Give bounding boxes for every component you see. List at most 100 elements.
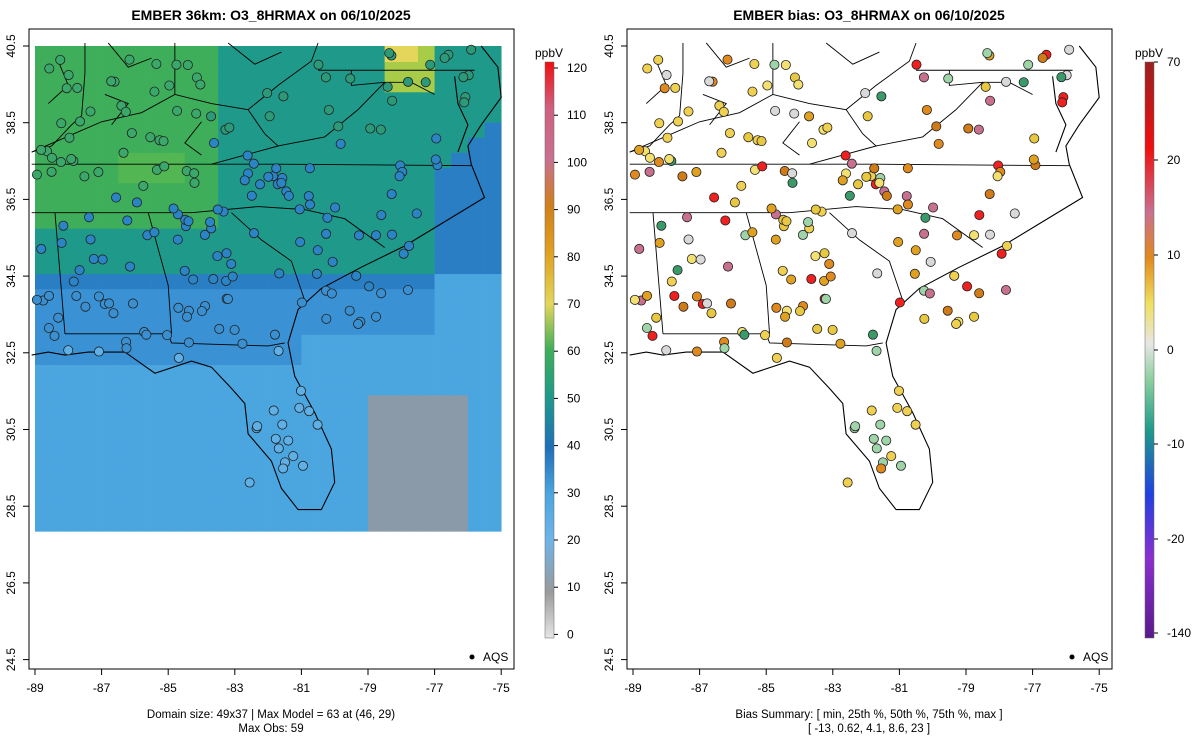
model-grid-cell: [184, 515, 202, 532]
model-grid-cell: [101, 455, 119, 472]
bias-site: [766, 203, 777, 214]
model-grid-cell: [467, 470, 485, 487]
y-tick-label: 26.5: [602, 571, 616, 595]
model-grid-cell: [234, 409, 252, 426]
observation-site: [74, 265, 85, 276]
model-grid-cell: [234, 303, 252, 320]
bias-site: [682, 212, 693, 223]
model-grid-cell: [417, 409, 435, 426]
bias-site: [985, 229, 996, 240]
bias-site: [691, 346, 702, 357]
model-grid-cell: [134, 455, 152, 472]
model-concentration-grid: [35, 46, 502, 532]
observation-site: [44, 290, 55, 301]
model-grid-cell: [68, 212, 86, 229]
model-grid-cell: [467, 91, 485, 108]
model-grid-cell: [68, 424, 86, 441]
observation-site: [195, 79, 206, 90]
model-grid-cell: [118, 485, 136, 502]
model-grid-cell: [451, 485, 469, 502]
bias-site: [781, 337, 792, 348]
observation-site: [158, 136, 169, 147]
bias-site: [664, 154, 675, 165]
bias-site: [747, 227, 758, 238]
model-grid-cell: [368, 424, 385, 441]
state-border: [231, 212, 306, 301]
model-grid-cell: [467, 500, 485, 517]
model-grid-cell: [334, 61, 352, 78]
model-grid-cell: [168, 318, 186, 335]
model-grid-cell: [101, 500, 119, 517]
model-grid-cell: [168, 288, 186, 305]
observation-site: [304, 199, 315, 210]
bias-site: [642, 63, 653, 74]
model-grid-cell: [334, 227, 352, 244]
model-grid-cell: [151, 288, 169, 305]
model-grid-cell: [134, 303, 152, 320]
bias-site: [902, 199, 913, 210]
bias-site: [756, 136, 767, 147]
observation-site: [277, 419, 288, 430]
observation-site: [75, 116, 86, 127]
observation-site: [304, 163, 315, 174]
model-grid-cell: [101, 424, 119, 441]
model-grid-cell: [251, 61, 269, 78]
model-grid-cell: [467, 106, 485, 123]
model-grid-cell: [35, 182, 52, 199]
observation-site: [404, 240, 415, 251]
model-grid-cell: [35, 439, 52, 456]
bias-site: [691, 167, 702, 178]
model-grid-cell: [334, 485, 352, 502]
bias-site: [969, 311, 980, 322]
model-grid-cell: [417, 485, 435, 502]
right-footer-line1: Bias Summary: [ min, 25th %, 50th %, 75t…: [735, 709, 1002, 721]
right-map-axes: -89 -87 -85 -83 -81 -79 -77 -75 40.5 38.5 36.5 34.5…: [602, 34, 1108, 695]
observation-site: [66, 154, 77, 165]
model-grid-cell: [218, 91, 236, 108]
observation-site: [205, 217, 216, 228]
model-grid-cell: [101, 46, 119, 62]
model-grid-cell: [51, 500, 69, 517]
model-grid-cell: [368, 364, 385, 381]
bias-site: [729, 197, 740, 208]
model-grid-cell: [118, 182, 136, 199]
y-tick-label: 38.5: [4, 111, 18, 135]
model-grid-cell: [434, 349, 452, 365]
model-grid-cell: [368, 167, 385, 184]
model-grid-cell: [318, 167, 336, 184]
model-grid-cell: [484, 424, 502, 441]
model-grid-cell: [351, 106, 369, 123]
observation-site: [335, 138, 346, 149]
observation-site: [183, 337, 194, 348]
left-panel-title: EMBER 36km: O3_8HRMAX on 06/10/2025: [131, 7, 411, 23]
model-grid-cell: [301, 318, 319, 335]
model-grid-cell: [467, 439, 485, 456]
model-grid-cell: [218, 439, 236, 456]
model-grid-cell: [318, 273, 336, 290]
bias-site: [895, 460, 906, 471]
bias-site: [757, 161, 768, 172]
bias-site: [984, 189, 995, 200]
model-grid-cell: [434, 288, 452, 305]
model-grid-cell: [134, 273, 152, 290]
model-grid-cell: [467, 424, 485, 441]
model-grid-cell: [401, 182, 419, 199]
observation-site: [55, 54, 66, 65]
model-grid-cell: [101, 152, 119, 169]
observation-site: [431, 133, 442, 144]
bias-site: [1028, 154, 1039, 165]
model-grid-cell: [467, 455, 485, 472]
model-grid-cell: [451, 500, 469, 517]
model-grid-cell: [101, 91, 119, 108]
model-grid-cell: [417, 288, 435, 305]
model-grid-cell: [234, 91, 252, 108]
bias-site: [844, 190, 855, 201]
model-grid-cell: [484, 515, 502, 532]
bias-site: [661, 70, 672, 81]
chesapeake-bay-shore: [454, 76, 469, 153]
model-grid-cell: [318, 409, 336, 426]
model-grid-cell: [401, 318, 419, 335]
model-grid-cell: [384, 364, 402, 381]
bias-site: [910, 419, 921, 430]
bias-site: [825, 271, 836, 282]
